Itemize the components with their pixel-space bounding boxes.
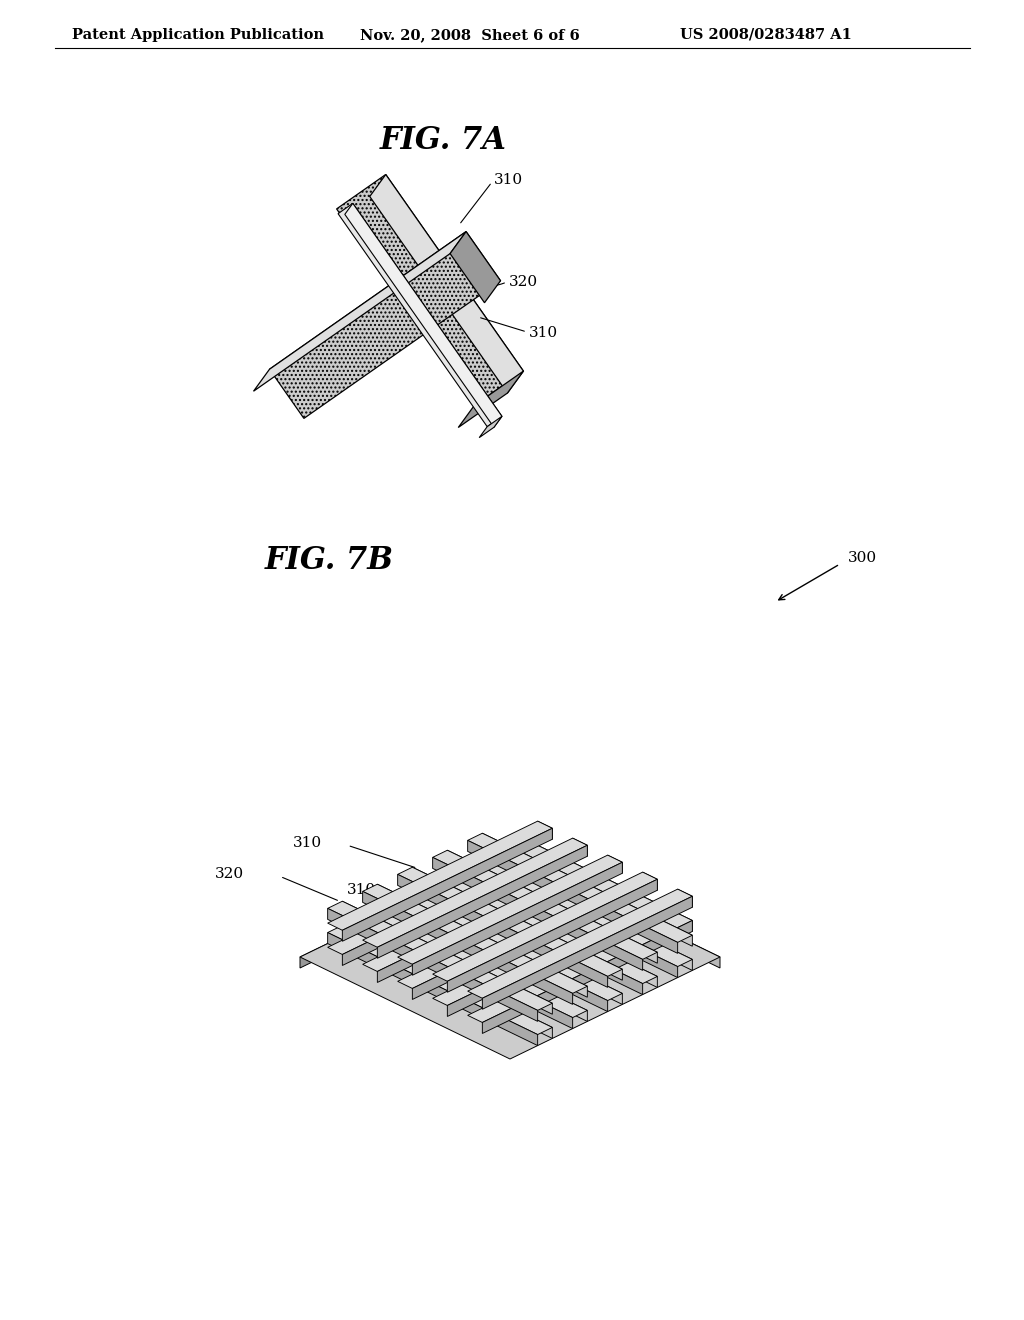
Text: 320: 320	[215, 867, 244, 882]
Polygon shape	[337, 174, 523, 405]
Polygon shape	[342, 828, 552, 941]
Polygon shape	[451, 231, 501, 302]
Polygon shape	[479, 416, 502, 438]
Text: Patent Application Publication: Patent Application Publication	[72, 28, 324, 42]
Text: 310: 310	[347, 883, 376, 898]
Polygon shape	[378, 870, 588, 982]
Polygon shape	[370, 174, 523, 393]
Polygon shape	[362, 891, 572, 1005]
Polygon shape	[468, 841, 678, 953]
Polygon shape	[413, 887, 623, 999]
Polygon shape	[538, 821, 552, 840]
Polygon shape	[468, 858, 692, 966]
Polygon shape	[328, 902, 552, 1010]
Text: Nov. 20, 2008  Sheet 6 of 6: Nov. 20, 2008 Sheet 6 of 6	[360, 28, 580, 42]
Text: 300: 300	[848, 550, 878, 565]
Polygon shape	[328, 821, 552, 931]
Polygon shape	[378, 908, 588, 1022]
Polygon shape	[482, 858, 692, 970]
Polygon shape	[468, 833, 692, 942]
Polygon shape	[468, 913, 692, 1023]
Polygon shape	[447, 850, 657, 964]
Polygon shape	[342, 902, 552, 1014]
Polygon shape	[362, 838, 588, 948]
Polygon shape	[433, 874, 657, 983]
Polygon shape	[378, 884, 588, 997]
Polygon shape	[300, 855, 720, 1059]
Polygon shape	[397, 855, 623, 965]
Text: 310: 310	[494, 173, 523, 187]
Polygon shape	[397, 899, 607, 1011]
Polygon shape	[328, 908, 538, 1022]
Polygon shape	[413, 862, 623, 975]
Polygon shape	[342, 925, 552, 1039]
Polygon shape	[328, 925, 552, 1035]
Polygon shape	[482, 896, 692, 1010]
Polygon shape	[433, 858, 643, 970]
Polygon shape	[572, 862, 588, 880]
Polygon shape	[678, 913, 692, 932]
Text: FIG. 7B: FIG. 7B	[265, 545, 394, 576]
Polygon shape	[328, 932, 538, 1045]
Polygon shape	[607, 855, 623, 874]
Polygon shape	[362, 862, 588, 972]
Polygon shape	[447, 879, 657, 993]
Text: FIG. 7A: FIG. 7A	[380, 125, 507, 156]
Text: 310: 310	[293, 837, 322, 850]
Polygon shape	[447, 874, 657, 987]
Polygon shape	[678, 890, 692, 907]
Polygon shape	[482, 833, 692, 946]
Polygon shape	[413, 891, 623, 1005]
Polygon shape	[397, 879, 623, 989]
Polygon shape	[459, 371, 523, 428]
Polygon shape	[607, 879, 623, 898]
Polygon shape	[362, 908, 588, 1018]
Polygon shape	[362, 884, 588, 994]
Polygon shape	[397, 867, 623, 977]
Text: 310: 310	[529, 326, 558, 341]
Polygon shape	[433, 896, 657, 1006]
Polygon shape	[362, 916, 572, 1028]
Polygon shape	[643, 896, 657, 915]
Text: US 2008/0283487 A1: US 2008/0283487 A1	[680, 28, 852, 42]
Polygon shape	[269, 231, 501, 418]
Polygon shape	[572, 838, 588, 857]
Polygon shape	[397, 874, 607, 987]
Polygon shape	[254, 231, 466, 391]
Polygon shape	[447, 903, 657, 1016]
Polygon shape	[300, 855, 510, 968]
Polygon shape	[338, 203, 502, 426]
Polygon shape	[538, 845, 552, 863]
Polygon shape	[345, 203, 502, 428]
Polygon shape	[433, 873, 657, 981]
Polygon shape	[397, 891, 623, 1001]
Polygon shape	[328, 845, 552, 954]
Polygon shape	[510, 855, 720, 968]
Polygon shape	[413, 867, 623, 981]
Polygon shape	[643, 873, 657, 890]
Polygon shape	[468, 865, 678, 978]
Polygon shape	[433, 882, 643, 994]
Polygon shape	[342, 853, 552, 965]
Polygon shape	[378, 845, 588, 958]
Text: 320: 320	[509, 275, 539, 289]
Polygon shape	[433, 850, 657, 960]
Polygon shape	[468, 890, 692, 998]
Polygon shape	[482, 920, 692, 1034]
